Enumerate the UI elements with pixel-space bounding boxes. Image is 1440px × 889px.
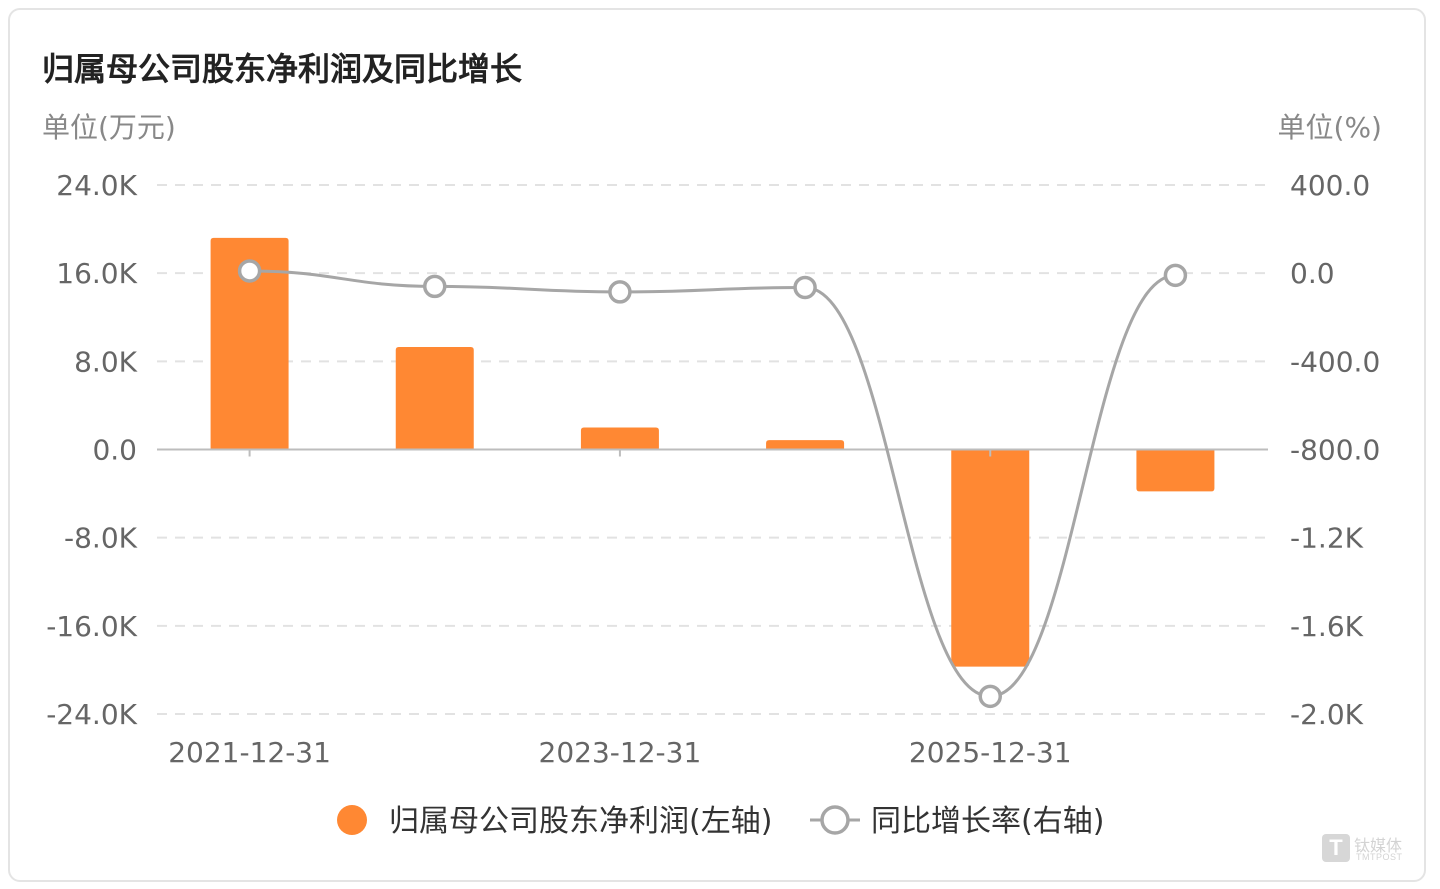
left-tick-label: -8.0K	[64, 522, 138, 555]
left-tick-label: 8.0K	[74, 345, 138, 378]
x-tick-label: 2021-12-31	[168, 736, 331, 769]
left-axis-unit: 单位(万元)	[42, 111, 176, 144]
growth-point-2025-12-31[interactable]	[978, 684, 1002, 709]
chart-title: 归属母公司股东净利润及同比增长	[42, 50, 523, 88]
bar-2022-12-31[interactable]	[395, 347, 474, 450]
right-tick-label: 400.0	[1290, 169, 1370, 202]
legend-bar-marker[interactable]	[337, 805, 367, 835]
logo-cn-text: 钛媒体	[1354, 836, 1403, 855]
legend-bar-label[interactable]: 归属母公司股东净利润(左轴)	[389, 804, 772, 839]
logo-mark: T	[1322, 834, 1350, 862]
x-tick-label: 2025-12-31	[909, 736, 1072, 769]
left-tick-label: 0.0	[92, 434, 137, 467]
left-tick-label: -24.0K	[46, 698, 137, 731]
x-tick-label: 2023-12-31	[539, 736, 702, 769]
bar-2023-12-31[interactable]	[580, 427, 659, 450]
growth-point-2021-12-31[interactable]	[237, 259, 262, 283]
bar-2025-12-31[interactable]	[951, 449, 1030, 667]
right-tick-label: -2.0K	[1290, 698, 1364, 731]
right-tick-label: -800.0	[1290, 434, 1380, 467]
left-tick-label: 24.0K	[56, 169, 137, 202]
logo-en-text: TMTPOST	[1356, 852, 1403, 862]
growth-point-2026-12-31[interactable]	[1163, 263, 1188, 288]
right-tick-label: -1.2K	[1290, 522, 1364, 555]
growth-point-2023-12-31[interactable]	[608, 280, 632, 304]
left-tick-label: -16.0K	[46, 610, 137, 643]
watermark-logo: T 钛媒体 TMTPOST	[1322, 832, 1406, 866]
right-tick-label: 0.0	[1290, 257, 1335, 290]
growth-point-2022-12-31[interactable]	[423, 274, 447, 299]
left-tick-label: 16.0K	[56, 257, 137, 290]
legend-line-label[interactable]: 同比增长率(右轴)	[871, 804, 1104, 839]
right-tick-label: -1.6K	[1290, 610, 1364, 643]
bar-2026-12-31[interactable]	[1136, 449, 1215, 492]
right-tick-label: -400.0	[1290, 345, 1380, 378]
growth-point-2024-12-31[interactable]	[793, 275, 817, 300]
growth-line	[249, 269, 1176, 698]
right-axis-unit: 单位(%)	[1278, 111, 1382, 144]
bar-2024-12-31[interactable]	[766, 440, 845, 450]
bar-2021-12-31[interactable]	[210, 237, 289, 450]
legend-line-marker[interactable]	[820, 805, 850, 835]
